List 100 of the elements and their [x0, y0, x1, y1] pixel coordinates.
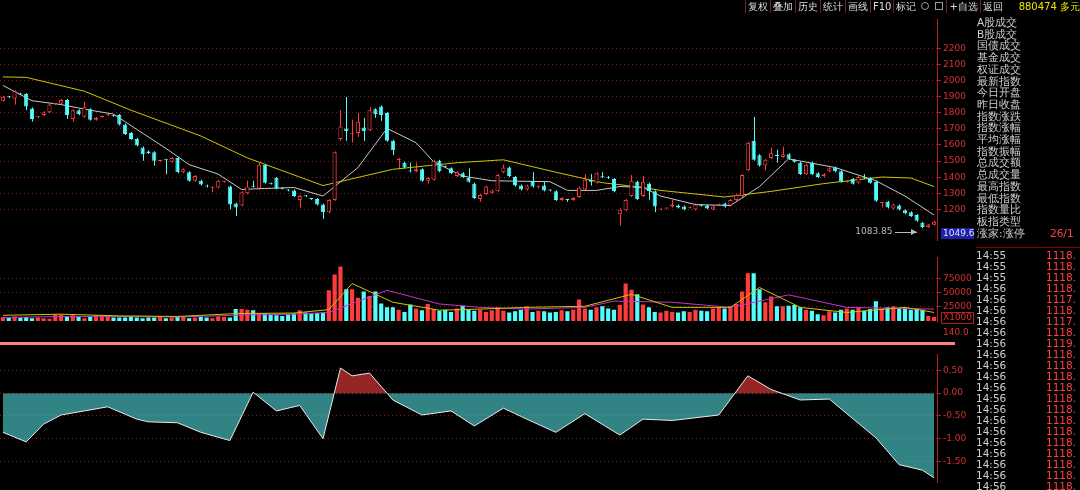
category-label: 14:56 [976, 304, 1007, 316]
category-label: A股成交 [977, 16, 1018, 28]
category-label: 涨家:涨停 [977, 226, 1025, 239]
candlestick [635, 180, 640, 201]
bar [448, 311, 454, 321]
bar [594, 307, 599, 321]
text: 标记 [893, 0, 919, 13]
category-label: 14:55 [976, 249, 1007, 261]
category-label: 最低指数 [977, 191, 1021, 204]
candlestick [227, 185, 232, 210]
bar [897, 308, 902, 321]
text: 1118. [1046, 403, 1077, 415]
category-label: 总成交额 [977, 156, 1021, 169]
bar [565, 311, 570, 321]
category-label: 14:56 [976, 480, 1007, 490]
bar [547, 312, 553, 321]
category-label: 指数涨跌 [977, 109, 1021, 122]
bar [419, 310, 425, 321]
bar [908, 309, 913, 321]
bar [932, 317, 937, 321]
candlestick [652, 189, 657, 213]
bar [163, 318, 168, 321]
category-label: 指数涨幅 [977, 121, 1021, 134]
candlestick [344, 96, 349, 142]
bar [815, 314, 820, 321]
text: 1119. [1046, 337, 1077, 349]
bar [507, 312, 512, 321]
text: 1117. [1046, 315, 1077, 327]
text: 1118. [1046, 304, 1077, 316]
category-label: 14:56 [976, 348, 1007, 360]
bar [221, 317, 227, 321]
bar [128, 317, 134, 321]
category-label: 14:56 [976, 370, 1007, 382]
text: 1118. [1046, 370, 1077, 382]
bar [675, 312, 681, 321]
category-label: 14:56 [976, 282, 1007, 294]
category-label: 最新指数 [977, 74, 1021, 87]
y-tick-label: 75000 [943, 272, 972, 283]
candlestick [774, 149, 780, 164]
bar [641, 304, 646, 321]
category-label: 14:55 [976, 271, 1007, 283]
y-tick-label: 1300 [943, 187, 967, 198]
candlestick [739, 173, 745, 198]
text: 历史 [795, 0, 820, 13]
text: 1118. [1046, 480, 1077, 490]
text: 1118. [1046, 447, 1077, 459]
y-tick-label: 1400 [943, 171, 967, 182]
text: 1118. [1046, 425, 1077, 437]
bar [745, 273, 750, 321]
y-tick-label: 2200 [943, 42, 967, 53]
bar [809, 310, 814, 321]
bar [553, 311, 558, 321]
text: F10 [870, 0, 894, 13]
bar [722, 308, 727, 321]
candlestick [629, 174, 634, 198]
bar [611, 309, 617, 321]
category-label: 14:56 [976, 381, 1007, 393]
category-label: 今日开盘 [977, 86, 1021, 99]
category-label: 最高指数 [977, 179, 1021, 192]
y-tick-label: 50000 [943, 286, 972, 297]
y-tick-label: 0.50 [943, 364, 964, 375]
bar [361, 291, 366, 321]
y-tick-label: -1.50 [943, 455, 967, 466]
y-tick-label: 2000 [943, 74, 967, 85]
y-tick-label: 2100 [943, 58, 967, 69]
category-label: 14:56 [976, 469, 1007, 481]
bar [606, 308, 611, 321]
category-label: 14:56 [976, 326, 1007, 338]
text: 1118. [1046, 392, 1077, 404]
category-label: 14:56 [976, 359, 1007, 371]
category-label: 14:55 [976, 260, 1007, 272]
bar [833, 312, 838, 321]
bar [512, 311, 518, 321]
text: 1118. [1046, 381, 1077, 393]
bar [617, 305, 622, 321]
text: 1049.6 [943, 228, 975, 239]
text: 1117. [1046, 293, 1077, 305]
text: 1118. [1046, 469, 1077, 481]
bar [891, 306, 896, 321]
text: 880474 多元 [1018, 0, 1080, 13]
text: 1118. [1046, 271, 1077, 283]
bar [64, 317, 70, 321]
bar [705, 311, 710, 321]
candlestick [64, 98, 70, 120]
text: 1118. [1046, 260, 1077, 272]
bar [716, 307, 721, 321]
y-tick-label: 1700 [943, 123, 967, 134]
bar [489, 310, 494, 321]
y-tick-label: -0.50 [943, 410, 967, 421]
text: 叠加 [770, 0, 795, 13]
y-axis-title: X1000 [943, 312, 973, 323]
text: 返回 [979, 0, 1005, 13]
y-tick-label: 1800 [943, 107, 967, 118]
category-label: 昨日收盘 [977, 97, 1021, 110]
bar [396, 309, 401, 321]
category-label: 权证成交 [977, 62, 1021, 75]
candlestick [495, 173, 500, 193]
y-tick-label: 0.00 [943, 387, 964, 398]
bar [198, 317, 203, 321]
bar [710, 308, 716, 321]
